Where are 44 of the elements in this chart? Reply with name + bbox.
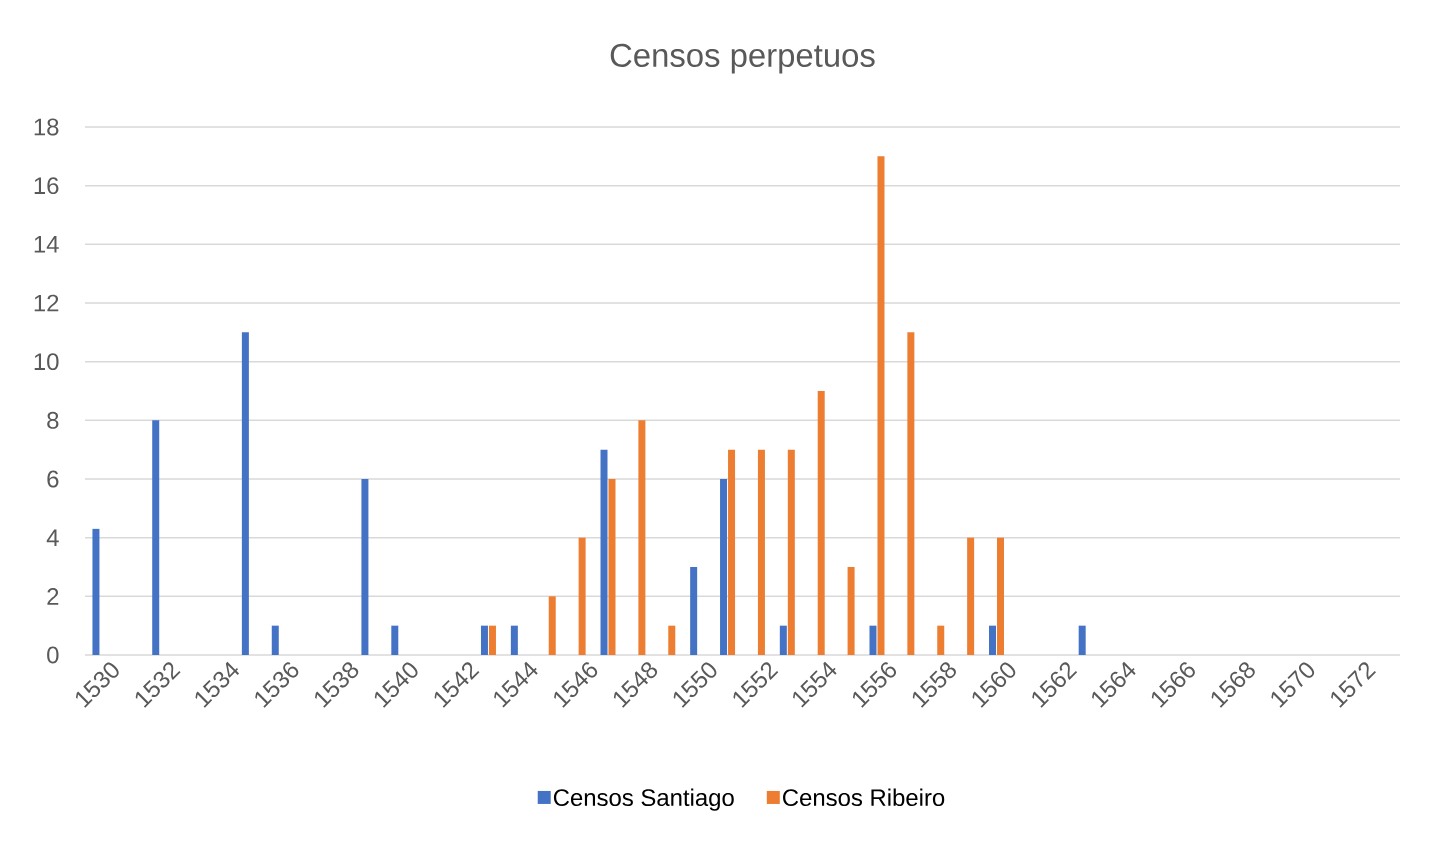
y-tick-label: 16 (34, 177, 59, 195)
bar (989, 625, 997, 655)
bar (787, 449, 795, 655)
bar (638, 420, 646, 655)
bar (1078, 625, 1086, 655)
bar (877, 156, 885, 655)
bar (510, 625, 518, 655)
bar (779, 625, 787, 655)
y-tick-label: 4 (46, 529, 59, 546)
y-tick-label: 0 (47, 646, 59, 664)
bar (967, 537, 975, 655)
bar (488, 625, 496, 655)
bar (578, 537, 586, 655)
bar (869, 625, 877, 655)
bar (668, 625, 676, 655)
y-tick-label: 12 (34, 294, 59, 312)
chart-title: Censos perpetuos (610, 43, 875, 74)
bar (241, 332, 249, 655)
y-tick-label: 8 (47, 411, 59, 429)
bar (548, 596, 556, 655)
bar (847, 566, 855, 655)
bar (728, 449, 736, 655)
legend-label: Censos Santiago (553, 788, 734, 811)
bar (757, 449, 765, 655)
y-tick-label: 14 (34, 236, 59, 253)
bar (391, 625, 399, 655)
bar (907, 332, 915, 655)
y-tick-label: 18 (34, 118, 59, 136)
legend-label: Censos Ribeiro (783, 788, 945, 807)
bar (600, 449, 608, 655)
bar (997, 537, 1005, 655)
y-tick-label: 6 (47, 470, 59, 488)
bar (720, 478, 728, 655)
bar (361, 478, 369, 655)
y-tick-label: 10 (34, 353, 59, 371)
bar (608, 478, 616, 655)
bar (817, 390, 825, 655)
bar (690, 566, 698, 655)
bar (152, 420, 160, 655)
bar (480, 625, 488, 655)
y-tick-label: 2 (47, 587, 59, 605)
bar (271, 625, 279, 655)
bar (92, 528, 100, 655)
bar (937, 625, 945, 655)
